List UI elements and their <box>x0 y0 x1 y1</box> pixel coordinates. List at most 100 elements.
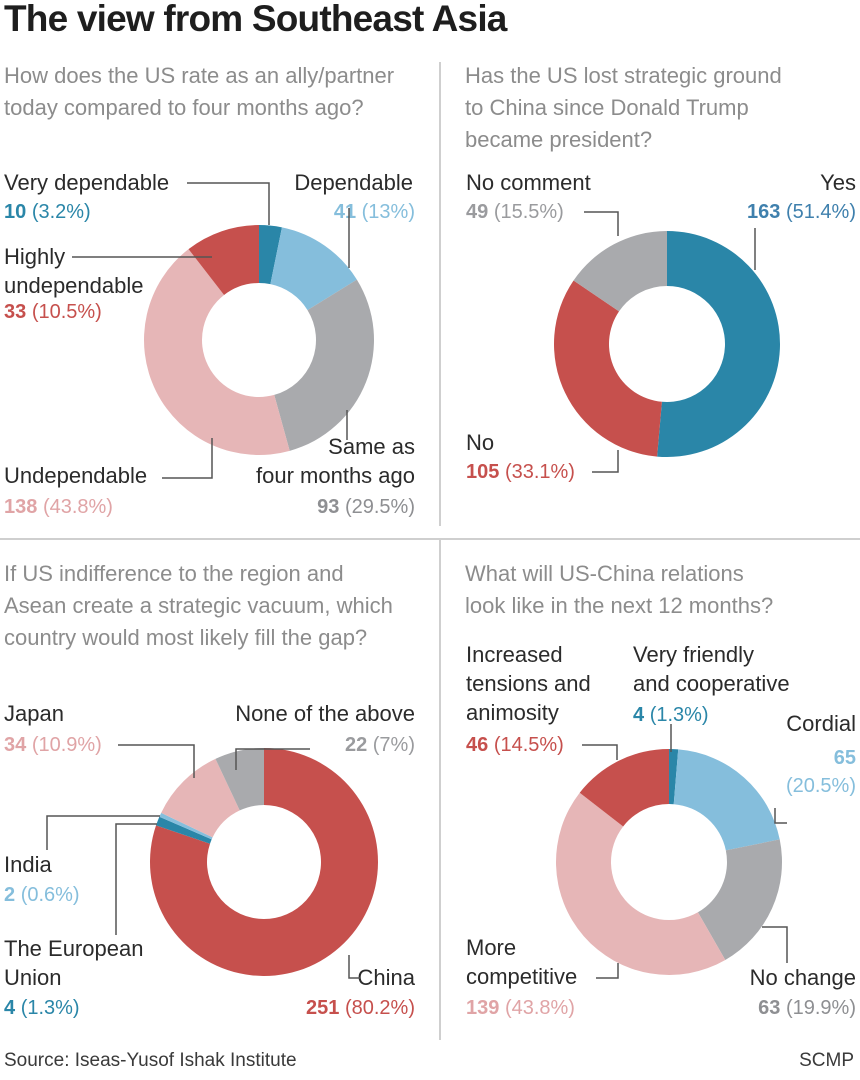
slice-china <box>149 748 378 976</box>
question-line: country would most likely fill the gap? <box>4 625 368 650</box>
label-line: Very friendly <box>633 642 755 667</box>
percent: (20.5%) <box>785 775 856 797</box>
label-line: Union <box>4 965 62 990</box>
value-very-dependable: 10 (3.2%) <box>4 198 91 226</box>
panel3-question: If US indifference to the region and Ase… <box>4 558 434 654</box>
value-very-friendly: 4 (1.3%) <box>633 701 709 729</box>
value-no: 105 (33.1%) <box>466 458 575 486</box>
leader-undependable <box>162 438 213 479</box>
percent: (1.3%) <box>20 997 80 1019</box>
percent: (43.8%) <box>42 496 113 518</box>
value-china: 251 (80.2%) <box>215 994 415 1022</box>
slice-the-european-union <box>156 816 212 844</box>
count: 138 <box>4 496 38 518</box>
count: 63 <box>758 997 781 1019</box>
value-india: 2 (0.6%) <box>4 881 80 909</box>
slice-no-change <box>697 839 782 960</box>
value-yes: 163 (51.4%) <box>656 198 856 226</box>
question-line: What will US-China relations <box>465 561 744 586</box>
count: 41 <box>333 201 357 223</box>
value-no-comment: 49 (15.5%) <box>466 198 564 226</box>
infographic-title: The view from Southeast Asia <box>4 0 507 39</box>
value-european-union: 4 (1.3%) <box>4 994 80 1022</box>
question-line: look like in the next 12 months? <box>465 593 774 618</box>
percent: (3.2%) <box>31 201 91 223</box>
label-no-comment: No comment <box>466 170 591 195</box>
count: 2 <box>4 884 16 906</box>
count: 105 <box>466 461 500 483</box>
label-line: undependable <box>4 273 144 298</box>
label-same: Same as four months ago <box>215 432 415 490</box>
count: 46 <box>466 734 489 756</box>
percent: (19.9%) <box>785 997 856 1019</box>
slice-dependable <box>270 227 357 311</box>
value-more-competitive: 139 (43.8%) <box>466 994 575 1022</box>
slice-highly-undependable <box>188 225 259 295</box>
label-line: tensions and <box>466 671 591 696</box>
leader-no-change <box>762 926 788 963</box>
label-line: Increased <box>466 642 563 667</box>
question-line: today compared to four months ago? <box>4 95 364 120</box>
question-line: became president? <box>465 127 653 152</box>
slice-very-friendly-and-cooperative <box>669 749 679 805</box>
slice-undependable <box>143 249 290 455</box>
slice-yes <box>657 231 780 457</box>
value-no-change: 63 (19.9%) <box>656 994 856 1022</box>
label-cordial: Cordial <box>786 711 856 736</box>
value-increased-tensions: 46 (14.5%) <box>466 731 564 759</box>
label-line: More <box>466 935 517 960</box>
slice-no-comment <box>573 231 667 312</box>
value-highly-undependable: 33 (10.5%) <box>4 298 102 326</box>
percent: (1.3%) <box>649 704 709 726</box>
label-dependable: Dependable <box>294 170 413 195</box>
label-more-competitive: More competitive <box>466 933 577 991</box>
source-note: Source: Iseas-Yusof Ishak Institute <box>4 1050 297 1071</box>
slice-no <box>553 280 662 457</box>
divider-horizontal <box>0 538 860 540</box>
percent: (80.2%) <box>344 997 415 1019</box>
percent: (33.1%) <box>504 461 575 483</box>
count: 22 <box>344 734 368 756</box>
label-highly-undependable: Highly undependable <box>4 242 143 300</box>
count: 163 <box>747 201 781 223</box>
slice-cordial <box>673 749 780 851</box>
label-line: animosity <box>466 700 559 725</box>
label-line: and cooperative <box>633 671 790 696</box>
label-none-of-the-above: None of the above <box>235 701 415 726</box>
percent: (14.5%) <box>493 734 564 756</box>
leader-tensions <box>582 744 618 760</box>
panel4-question: What will US-China relations look like i… <box>465 558 855 622</box>
label-china: China <box>357 965 415 990</box>
divider-vertical-top <box>439 62 441 526</box>
question-line: If US indifference to the region and <box>4 561 344 586</box>
leader-eu <box>115 823 157 935</box>
percent: (51.4%) <box>785 201 856 223</box>
label-line: The European <box>4 936 144 961</box>
panel1-question: How does the US rate as an ally/partner … <box>4 60 434 124</box>
percent: (10.9%) <box>31 734 102 756</box>
question-line: Asean create a strategic vacuum, which <box>4 593 393 618</box>
percent: (0.6%) <box>20 884 80 906</box>
label-india: India <box>4 852 52 877</box>
donut-chart-vacuum <box>149 748 378 976</box>
leader-no <box>592 450 619 473</box>
panel2-question: Has the US lost strategic ground to Chin… <box>465 60 855 156</box>
count: 4 <box>4 997 16 1019</box>
percent: (43.8%) <box>504 997 575 1019</box>
percent: (13%) <box>361 201 415 223</box>
value-cordial: 65 (20.5%) <box>656 744 856 800</box>
leader-cordial <box>774 808 787 824</box>
count: 34 <box>4 734 27 756</box>
divider-vertical-bottom <box>439 540 441 1040</box>
slice-same-as-four-months-ago <box>274 279 374 451</box>
label-no: No <box>466 430 495 455</box>
question-line: Has the US lost strategic ground <box>465 63 782 88</box>
slice-japan <box>161 758 240 838</box>
leader-competitive <box>596 963 619 979</box>
count: 49 <box>466 201 489 223</box>
donut-chart-relations <box>556 749 782 975</box>
percent: (7%) <box>372 734 415 756</box>
leader-no-comment <box>584 211 619 236</box>
label-yes: Yes <box>820 170 856 195</box>
percent: (15.5%) <box>493 201 564 223</box>
